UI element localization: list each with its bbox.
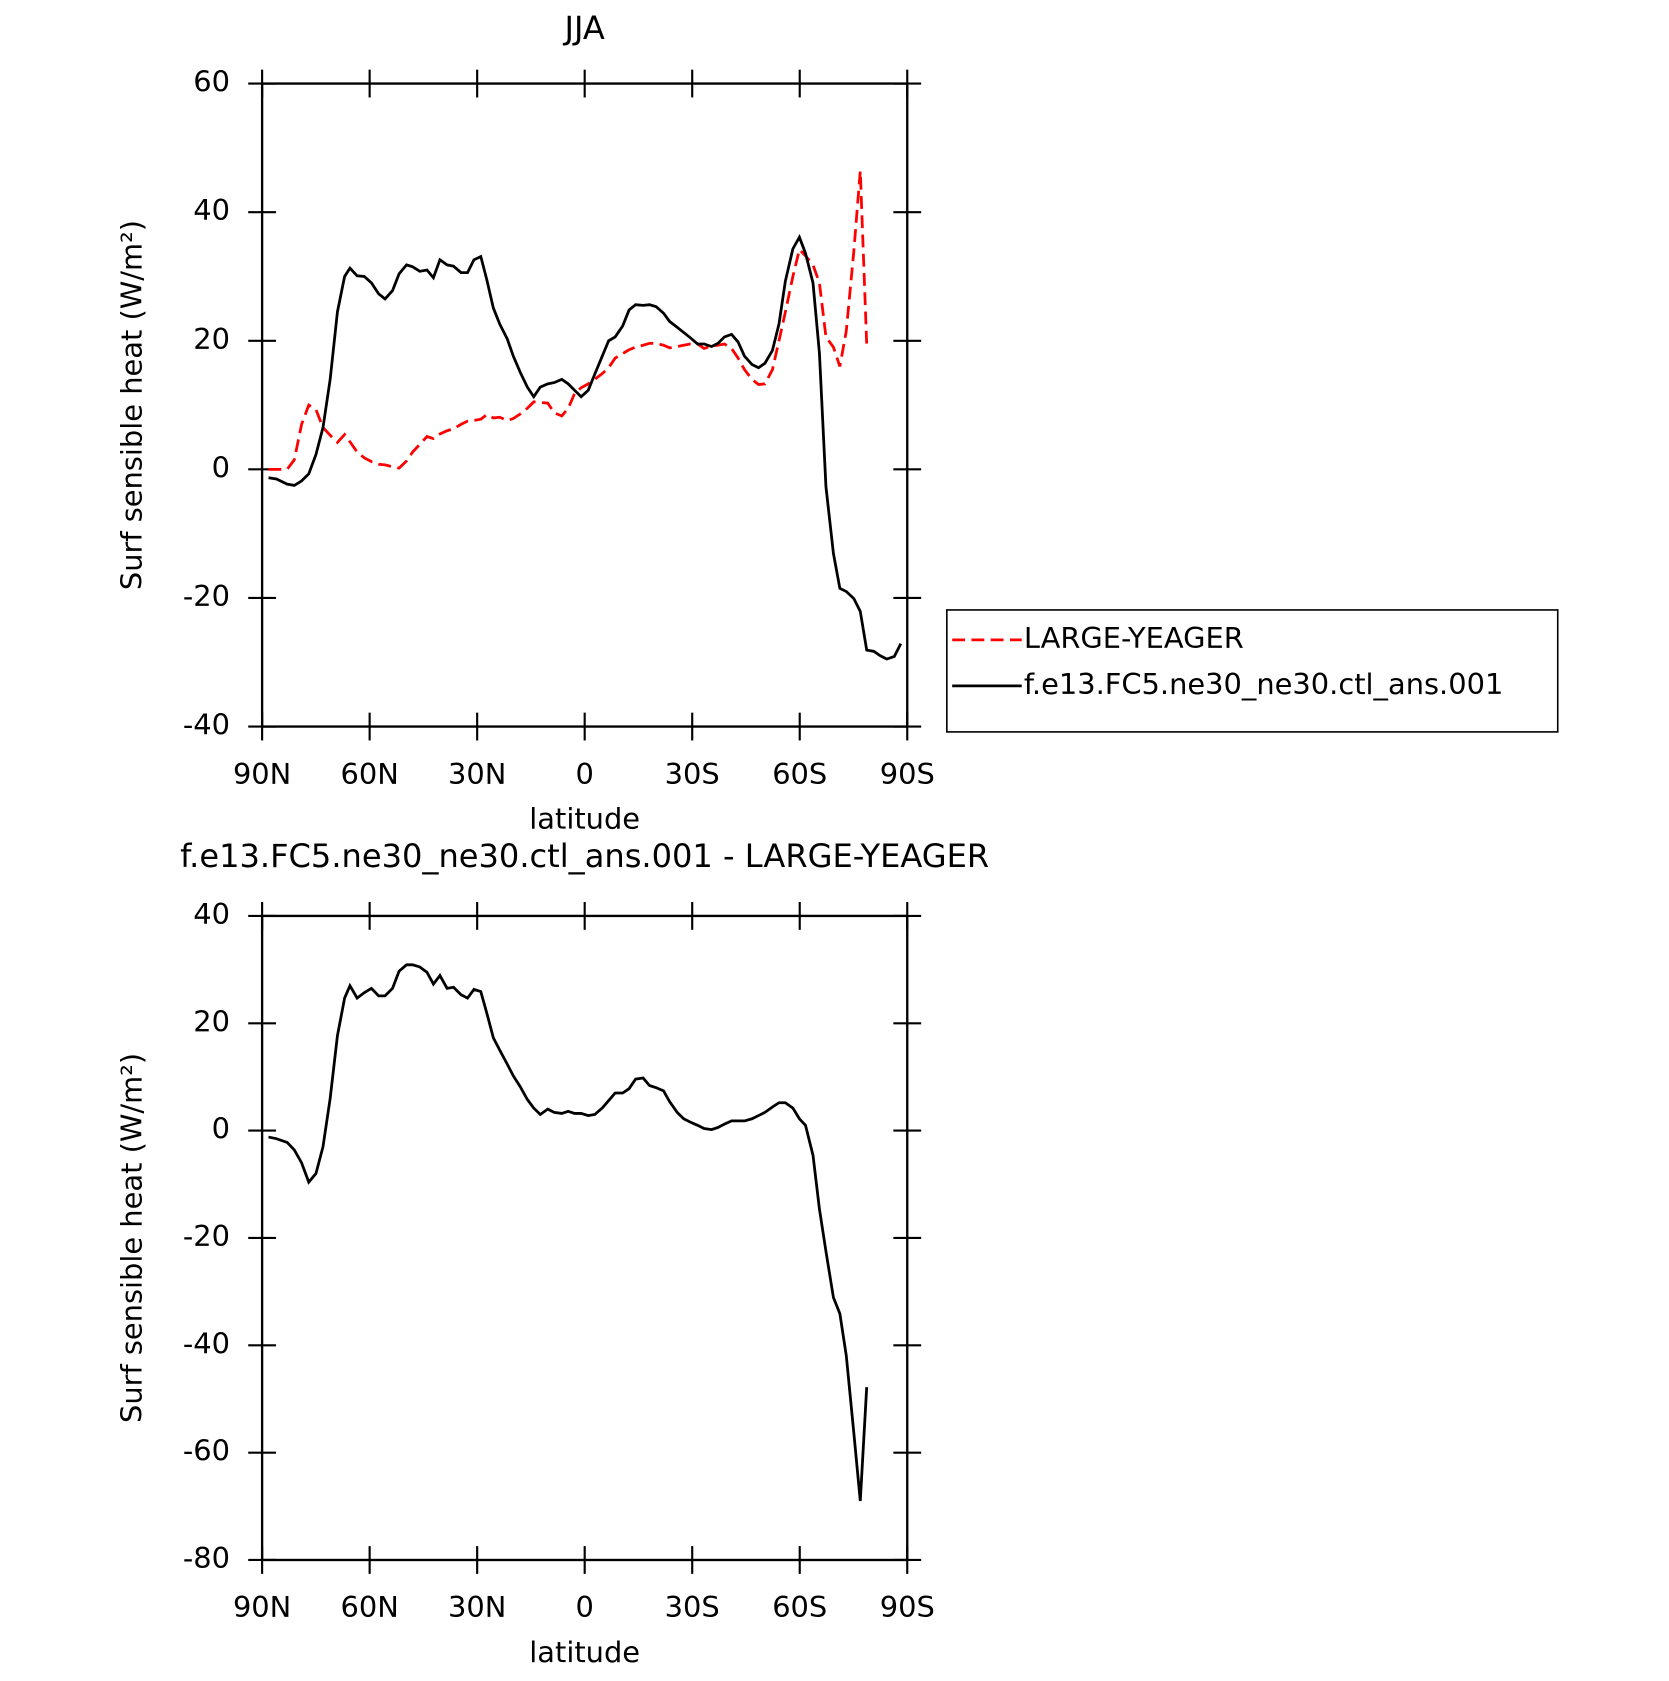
plot-frame <box>260 82 909 728</box>
x-axis-label: latitude <box>529 802 640 836</box>
x-tick-label: 60S <box>772 1590 827 1624</box>
x-tick-label: 30S <box>665 757 720 791</box>
x-tick-label: 0 <box>575 757 593 791</box>
y-tick-label: -40 <box>183 708 230 742</box>
data-line <box>268 963 869 1502</box>
y-tick-label: -40 <box>183 1326 230 1360</box>
x-tick-label: 0 <box>575 1590 593 1624</box>
y-tick-label: -60 <box>183 1434 230 1468</box>
x-tick-label: 30N <box>448 757 506 791</box>
y-tick-label: -80 <box>183 1541 230 1575</box>
y-tick-label: 0 <box>212 1112 230 1146</box>
legend-box <box>946 609 1559 733</box>
y-tick-label: 60 <box>193 65 230 99</box>
x-axis-label: latitude <box>529 1635 640 1669</box>
x-tick-label: 60N <box>340 757 398 791</box>
y-axis-label: Surf sensible heat (W/m²) <box>115 220 149 590</box>
legend-label: f.e13.FC5.ne30_ne30.ctl_ans.001 <box>1024 667 1503 701</box>
plot-frame <box>260 914 909 1562</box>
chart-title: JJA <box>563 9 605 47</box>
y-tick-label: -20 <box>183 1219 230 1253</box>
x-tick-label: 90N <box>233 1590 291 1624</box>
x-tick-label: 60S <box>772 757 827 791</box>
y-tick-label: 40 <box>193 897 230 931</box>
data-line <box>268 170 869 471</box>
y-tick-label: 20 <box>193 322 230 356</box>
x-tick-label: 30N <box>448 1590 506 1624</box>
x-tick-label: 60N <box>340 1590 398 1624</box>
x-tick-label: 90N <box>233 757 291 791</box>
x-tick-label: 90S <box>880 1590 935 1624</box>
data-line <box>268 233 903 661</box>
x-tick-label: 30S <box>665 1590 720 1624</box>
x-tick-label: 90S <box>880 757 935 791</box>
y-tick-label: 40 <box>193 193 230 227</box>
y-tick-label: 0 <box>212 450 230 484</box>
legend-label: LARGE-YEAGER <box>1024 621 1244 655</box>
chart-title: f.e13.FC5.ne30_ne30.ctl_ans.001 - LARGE-… <box>180 837 989 875</box>
y-tick-label: -20 <box>183 579 230 613</box>
y-axis-label: Surf sensible heat (W/m²) <box>115 1053 149 1423</box>
y-tick-label: 20 <box>193 1004 230 1038</box>
